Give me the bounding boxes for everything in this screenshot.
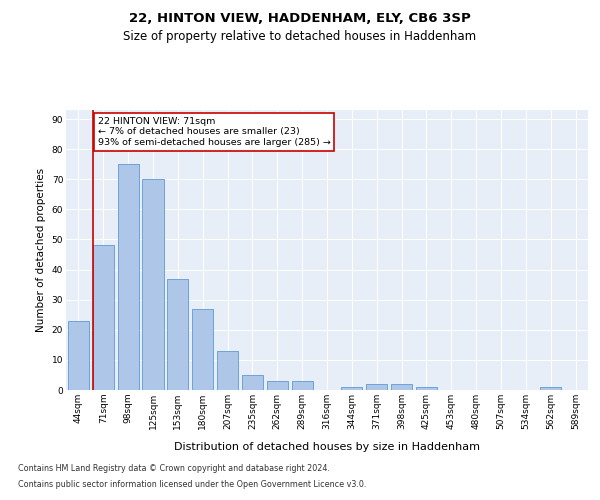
Bar xyxy=(391,384,412,390)
Bar xyxy=(267,381,288,390)
Bar xyxy=(167,278,188,390)
Text: 22, HINTON VIEW, HADDENHAM, ELY, CB6 3SP: 22, HINTON VIEW, HADDENHAM, ELY, CB6 3SP xyxy=(129,12,471,26)
Bar xyxy=(142,179,164,390)
Bar xyxy=(118,164,139,390)
Bar xyxy=(93,246,114,390)
Bar xyxy=(292,381,313,390)
Text: Contains public sector information licensed under the Open Government Licence v3: Contains public sector information licen… xyxy=(18,480,367,489)
Bar xyxy=(68,321,89,390)
Bar xyxy=(416,387,437,390)
Text: 22 HINTON VIEW: 71sqm
← 7% of detached houses are smaller (23)
93% of semi-detac: 22 HINTON VIEW: 71sqm ← 7% of detached h… xyxy=(98,117,331,147)
Bar xyxy=(366,384,387,390)
Bar xyxy=(217,351,238,390)
Bar xyxy=(540,387,561,390)
Y-axis label: Number of detached properties: Number of detached properties xyxy=(36,168,46,332)
Text: Contains HM Land Registry data © Crown copyright and database right 2024.: Contains HM Land Registry data © Crown c… xyxy=(18,464,330,473)
Text: Distribution of detached houses by size in Haddenham: Distribution of detached houses by size … xyxy=(174,442,480,452)
Bar xyxy=(192,308,213,390)
Bar xyxy=(341,387,362,390)
Bar xyxy=(242,375,263,390)
Text: Size of property relative to detached houses in Haddenham: Size of property relative to detached ho… xyxy=(124,30,476,43)
